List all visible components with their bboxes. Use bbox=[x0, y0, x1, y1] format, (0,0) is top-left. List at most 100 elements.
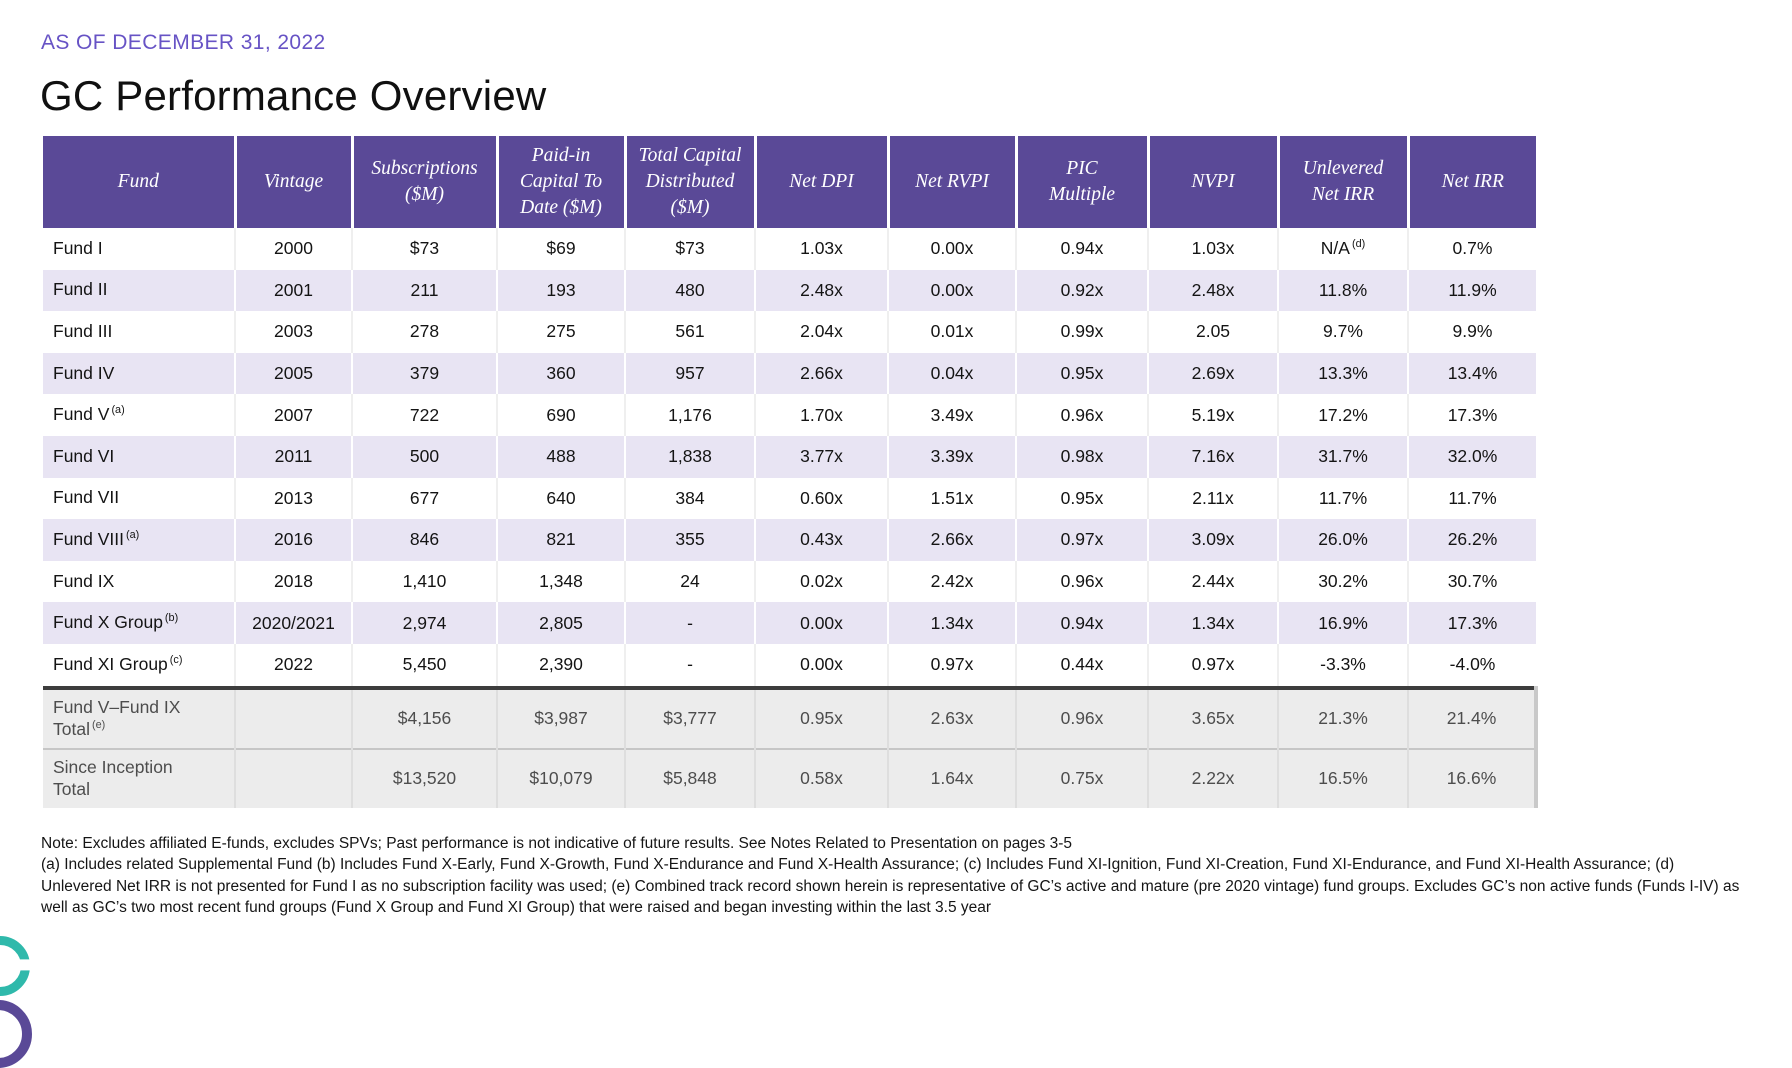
cell-value: - bbox=[625, 602, 756, 644]
cell-value: 21.4% bbox=[1408, 685, 1538, 749]
cell-value: 2.04x bbox=[755, 311, 889, 353]
cell-value: 2.05 bbox=[1148, 311, 1279, 353]
cell-value: 2016 bbox=[235, 519, 353, 561]
cell-value: 278 bbox=[352, 311, 498, 353]
cell-value: 0.44x bbox=[1016, 643, 1149, 688]
cell-value: 500 bbox=[352, 435, 498, 478]
table-row: Fund IX 2018 1,410 1,348 24 0.02x 2.42x 0.96x 2.… bbox=[43, 560, 1536, 603]
cell-value: 0.97x bbox=[1148, 643, 1279, 688]
fund-name: Fund V (a) bbox=[43, 394, 236, 436]
cell-value: $13,520 bbox=[352, 747, 498, 808]
cell-value: 30.7% bbox=[1408, 560, 1536, 603]
cell-value: 32.0% bbox=[1408, 435, 1536, 478]
column-header: Net RVPI bbox=[888, 136, 1018, 228]
cell-value: 2003 bbox=[235, 311, 353, 353]
cell-value: 0.99x bbox=[1016, 311, 1149, 353]
cell-value: 26.2% bbox=[1408, 519, 1536, 561]
cell-value bbox=[235, 685, 353, 749]
cell-value: 0.00x bbox=[755, 602, 889, 644]
cell-value: 0.95x bbox=[1016, 477, 1149, 520]
cell-value: 11.7% bbox=[1408, 477, 1536, 520]
cell-value: 640 bbox=[497, 477, 626, 520]
cell-value: 0.96x bbox=[1016, 685, 1149, 749]
footnote-note: Note: Excludes affiliated E-funds, exclu… bbox=[41, 835, 1073, 852]
cell-value: -3.3% bbox=[1278, 643, 1409, 688]
cell-value: 480 bbox=[625, 269, 756, 312]
cell-value: 2,805 bbox=[497, 602, 626, 644]
cell-value: 0.01x bbox=[888, 311, 1017, 353]
slide: AS OF DECEMBER 31, 2022 GC Performance O… bbox=[0, 0, 1792, 1044]
cell-value: 0.96x bbox=[1016, 394, 1149, 436]
cell-value: 31.7% bbox=[1278, 435, 1409, 478]
table-row: Fund XI Group (c) 2022 5,450 2,390-0.00x 0.97… bbox=[43, 643, 1536, 688]
fund-name: Fund IV bbox=[43, 352, 236, 395]
cell-value: N/A (d) bbox=[1278, 228, 1409, 270]
cell-value: 2.22x bbox=[1148, 747, 1279, 808]
cell-value: 1,410 bbox=[352, 560, 498, 603]
fund-name: Since Inception Total bbox=[43, 747, 236, 808]
cell-value: 16.9% bbox=[1278, 602, 1409, 644]
cell-value: 1.34x bbox=[1148, 602, 1279, 644]
cell-value: 0.43x bbox=[755, 519, 889, 561]
cell-value: 0.00x bbox=[888, 228, 1017, 270]
cell-value: 2.48x bbox=[755, 269, 889, 312]
cell-value: 0.95x bbox=[755, 685, 889, 749]
cell-value: 2.66x bbox=[755, 352, 889, 395]
cell-value: 2000 bbox=[235, 228, 353, 270]
cell-value: 1,838 bbox=[625, 435, 756, 478]
cell-value: 11.8% bbox=[1278, 269, 1409, 312]
fund-name: Fund II bbox=[43, 269, 236, 312]
cell-value: 2022 bbox=[235, 643, 353, 688]
column-header: Net DPI bbox=[755, 136, 890, 228]
cell-value: 7.16x bbox=[1148, 435, 1279, 478]
cell-value: 2.66x bbox=[888, 519, 1017, 561]
table-row: Fund I 2000 $73 $69 $73 1.03x 0.00x 0.94x 1.03x N… bbox=[43, 228, 1536, 270]
cell-value: 1.34x bbox=[888, 602, 1017, 644]
cell-value: 2.69x bbox=[1148, 352, 1279, 395]
as-of-date-label: AS OF DECEMBER 31, 2022 bbox=[41, 31, 326, 54]
cell-value: 355 bbox=[625, 519, 756, 561]
cell-value: 2001 bbox=[235, 269, 353, 312]
cell-value: 2,390 bbox=[497, 643, 626, 688]
fund-name: Fund III bbox=[43, 311, 236, 353]
cell-value: 21.3% bbox=[1278, 685, 1409, 749]
fund-name: Fund VI bbox=[43, 435, 236, 478]
footnotes: Note: Excludes affiliated E-funds, exclu… bbox=[41, 833, 1747, 919]
cell-value: -4.0% bbox=[1408, 643, 1536, 688]
cell-value: 2020/2021 bbox=[235, 602, 353, 644]
cell-value: 2007 bbox=[235, 394, 353, 436]
cell-value: 3.65x bbox=[1148, 685, 1279, 749]
cell-value: 2018 bbox=[235, 560, 353, 603]
cell-value: $73 bbox=[625, 228, 756, 270]
cell-value: 3.39x bbox=[888, 435, 1017, 478]
cell-value: 13.4% bbox=[1408, 352, 1536, 395]
cell-value: 2.11x bbox=[1148, 477, 1279, 520]
cell-value: $5,848 bbox=[625, 747, 756, 808]
cell-value: 561 bbox=[625, 311, 756, 353]
table-row: Fund VII 2013 677 640 384 0.60x 1.51x 0.95x 2.11… bbox=[43, 477, 1536, 520]
footnote-details: (a) Includes related Supplemental Fund (… bbox=[41, 856, 1740, 917]
cell-value bbox=[235, 747, 353, 808]
fund-name: Fund X Group (b) bbox=[43, 602, 236, 644]
cell-value: 0.75x bbox=[1016, 747, 1149, 808]
cell-value: 3.49x bbox=[888, 394, 1017, 436]
cell-value: 0.04x bbox=[888, 352, 1017, 395]
cell-value: 11.9% bbox=[1408, 269, 1536, 312]
table-row: Since Inception Total $13,520 $10,079 $5,84… bbox=[43, 747, 1538, 808]
cell-value: 211 bbox=[352, 269, 498, 312]
cell-value: $3,987 bbox=[497, 685, 626, 749]
cell-value: 0.97x bbox=[888, 643, 1017, 688]
cell-value: 5.19x bbox=[1148, 394, 1279, 436]
cell-value: - bbox=[625, 643, 756, 688]
cell-value: 24 bbox=[625, 560, 756, 603]
cell-value: 690 bbox=[497, 394, 626, 436]
cell-value: 488 bbox=[497, 435, 626, 478]
cell-value: 0.94x bbox=[1016, 602, 1149, 644]
cell-value: 30.2% bbox=[1278, 560, 1409, 603]
cell-value: 17.2% bbox=[1278, 394, 1409, 436]
column-header: PIC Multiple bbox=[1016, 136, 1150, 228]
cell-value: 0.92x bbox=[1016, 269, 1149, 312]
cell-value: 2011 bbox=[235, 435, 353, 478]
cell-value: 1,176 bbox=[625, 394, 756, 436]
performance-table: Fund Vintage Subscriptions ($M) Paid-in Cap… bbox=[43, 136, 1538, 808]
